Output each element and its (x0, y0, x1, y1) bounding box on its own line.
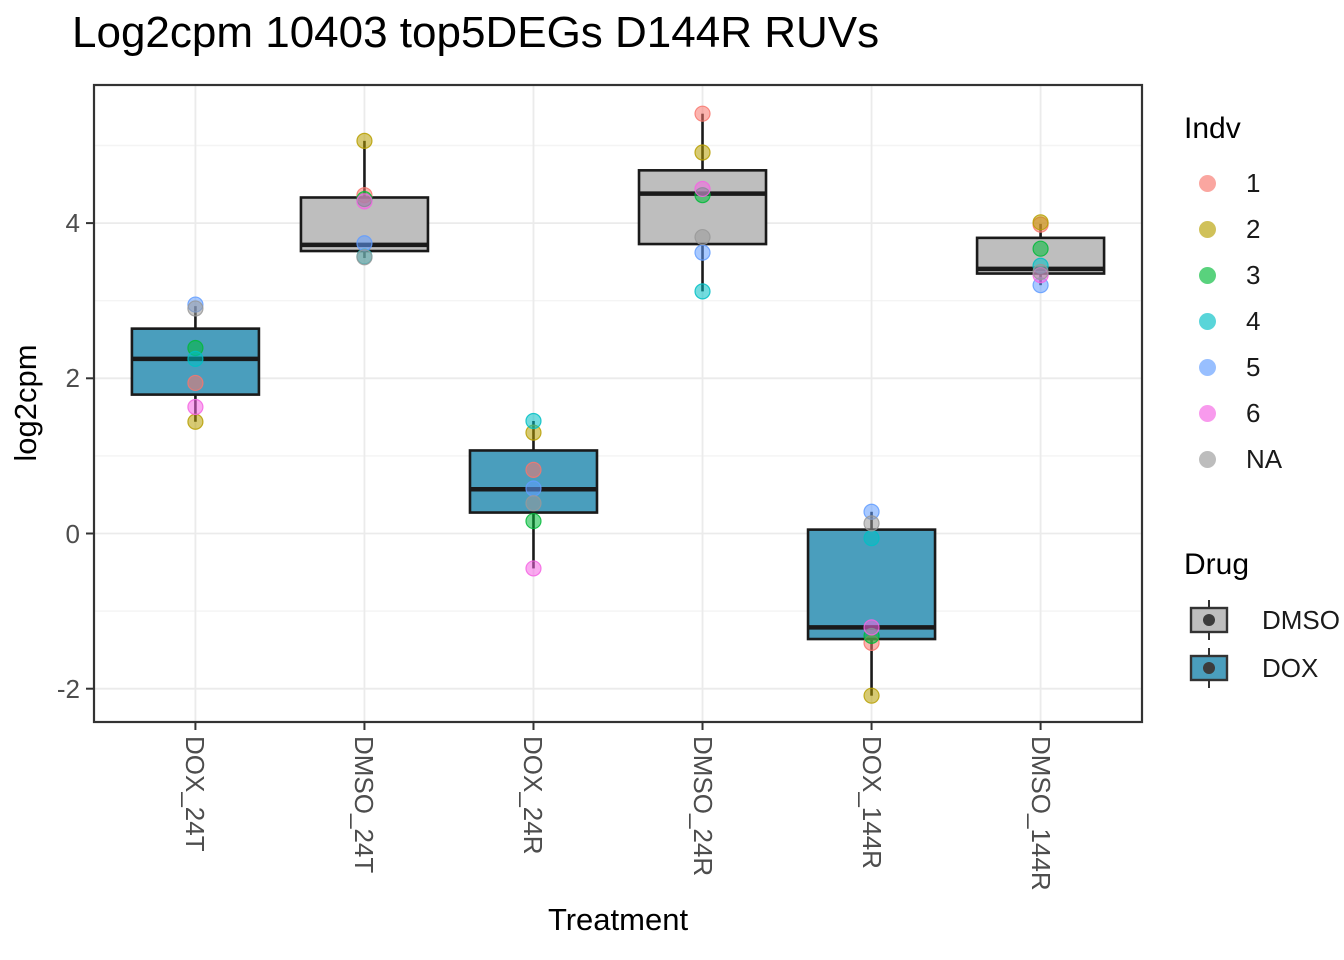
legend-indv-item: NA (1184, 436, 1282, 482)
legend-dot-icon (1199, 266, 1216, 284)
point-indv-2 (694, 144, 711, 161)
legend-item-label: 1 (1246, 167, 1261, 198)
legend-item-label: 4 (1246, 305, 1261, 336)
point-indv-4 (694, 283, 711, 300)
legend-indv-item: 3 (1184, 252, 1282, 298)
legend-item-label: 2 (1246, 213, 1261, 244)
legend-indv-items: 1 2 3 4 5 6 NA (1184, 160, 1282, 482)
x-tick-label: DMSO_24T (349, 736, 380, 874)
boxplot-key-icon (1189, 600, 1229, 640)
point-indv-1 (525, 461, 542, 478)
legend-indv-item: 4 (1184, 298, 1282, 344)
point-indv-3 (1032, 240, 1049, 257)
point-indv-6 (525, 560, 542, 577)
point-indv-2 (187, 413, 204, 430)
x-axis-title: Treatment (547, 902, 689, 937)
point-indv-4 (525, 412, 542, 430)
legend-indv-item: 2 (1184, 206, 1282, 252)
plot-title: Log2cpm 10403 top5DEGs D144R RUVs (72, 8, 880, 57)
legend-dot-icon (1199, 220, 1216, 238)
point-indv-5 (356, 235, 373, 252)
legend-item-label: NA (1246, 443, 1283, 474)
y-axis-title: log2cpm (8, 344, 43, 462)
legend-drug-item: DOX (1184, 644, 1340, 692)
point-indv-2 (356, 132, 373, 149)
point-indv-6 (356, 193, 373, 210)
y-tick-label: 2 (65, 363, 80, 394)
y-tick-label: 0 (65, 518, 80, 549)
legend-dot-icon (1199, 312, 1216, 330)
point-indv-1 (187, 374, 204, 392)
point-indv-4 (187, 350, 204, 367)
x-tick-label: DOX_24T (180, 736, 211, 852)
point-indv-NA (694, 228, 711, 246)
legend-drug-item: DMSO (1184, 596, 1340, 644)
x-tick-label: DMSO_144R (1025, 736, 1056, 891)
point-indv-6 (187, 398, 204, 416)
legend-item-label: DOX (1262, 652, 1319, 683)
point-indv-2 (863, 687, 880, 704)
legend-dot-icon (1199, 358, 1216, 376)
point-indv-NA (525, 495, 542, 512)
point-indv-5 (694, 244, 711, 261)
legend-item-label: 6 (1246, 397, 1261, 428)
legend-indv: Indv 1 2 3 4 5 6 NA (1184, 112, 1282, 482)
legend-drug: Drug DMSO DOX (1184, 548, 1340, 692)
legend-indv-title: Indv (1184, 112, 1241, 145)
point-indv-NA (356, 249, 373, 266)
legend-item-label: 3 (1246, 259, 1261, 290)
legend-dot-icon (1199, 450, 1216, 468)
legend-drug-items: DMSO DOX (1184, 596, 1340, 692)
point-indv-4 (863, 530, 880, 547)
legend-item-label: DMSO (1262, 604, 1340, 635)
point-indv-NA (1032, 263, 1049, 281)
point-indv-NA (863, 515, 880, 532)
x-tick-label: DOX_144R (856, 736, 887, 869)
point-indv-NA (187, 300, 204, 317)
legend-drug-title: Drug (1184, 548, 1250, 581)
point-indv-5 (525, 480, 542, 497)
panel-border (92, 83, 1144, 724)
y-tick-label: -2 (56, 673, 80, 704)
panel-background (94, 85, 1142, 722)
x-tick-label: DMSO_24R (687, 736, 718, 877)
y-tick-label: 4 (65, 208, 80, 239)
legend-indv-item: 6 (1184, 390, 1282, 436)
point-indv-6 (863, 619, 880, 636)
x-tick-label: DOX_24R (518, 736, 549, 855)
point-indv-3 (525, 512, 542, 530)
point-indv-1 (694, 105, 711, 122)
point-indv-6 (694, 180, 711, 198)
legend-item-label: 5 (1246, 351, 1261, 382)
legend-indv-item: 1 (1184, 160, 1282, 206)
boxplot-key-icon (1189, 648, 1229, 688)
legend-dot-icon (1199, 174, 1216, 192)
legend-dot-icon (1199, 404, 1216, 422)
point-indv-2 (1032, 214, 1049, 231)
legend-indv-item: 5 (1184, 344, 1282, 390)
